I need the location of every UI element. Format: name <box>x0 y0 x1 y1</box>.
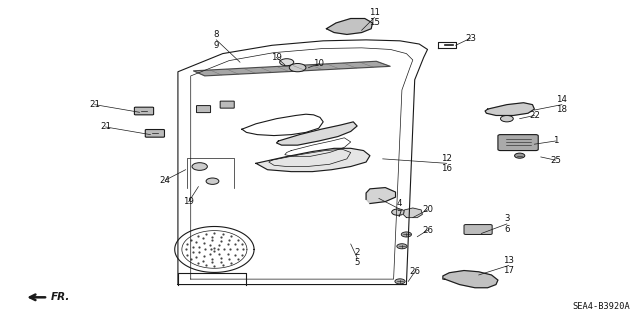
Polygon shape <box>366 188 396 204</box>
Text: 22: 22 <box>529 111 540 120</box>
Text: 2
5: 2 5 <box>355 248 360 267</box>
Polygon shape <box>256 148 370 172</box>
Polygon shape <box>276 122 357 145</box>
Text: 12
16: 12 16 <box>441 154 452 173</box>
FancyBboxPatch shape <box>220 101 234 108</box>
FancyBboxPatch shape <box>464 225 492 234</box>
Text: 3
6: 3 6 <box>504 214 509 234</box>
Polygon shape <box>485 103 534 115</box>
Text: 26: 26 <box>409 267 420 276</box>
FancyBboxPatch shape <box>145 130 164 137</box>
FancyBboxPatch shape <box>498 135 538 151</box>
Text: FR.: FR. <box>51 292 70 302</box>
FancyBboxPatch shape <box>134 107 154 115</box>
Text: 21: 21 <box>100 122 111 131</box>
Circle shape <box>500 115 513 122</box>
Text: SEA4-B3920A: SEA4-B3920A <box>573 302 630 311</box>
Polygon shape <box>403 208 422 218</box>
Text: 20: 20 <box>422 205 433 214</box>
Circle shape <box>515 153 525 158</box>
Text: 19: 19 <box>184 197 194 206</box>
Text: 10: 10 <box>313 59 324 68</box>
Text: 21: 21 <box>89 100 100 109</box>
Circle shape <box>392 209 404 215</box>
Text: 24: 24 <box>159 176 171 185</box>
Polygon shape <box>193 61 390 76</box>
FancyBboxPatch shape <box>196 106 211 113</box>
Text: 8
9: 8 9 <box>214 30 219 49</box>
Text: 26: 26 <box>422 226 433 235</box>
Circle shape <box>397 244 407 249</box>
Circle shape <box>206 178 219 184</box>
Text: 11
15: 11 15 <box>369 8 380 27</box>
Circle shape <box>280 59 294 66</box>
Polygon shape <box>443 271 498 288</box>
Text: 1: 1 <box>553 137 558 145</box>
Circle shape <box>192 163 207 170</box>
Circle shape <box>401 232 412 237</box>
Text: 25: 25 <box>550 156 561 165</box>
Circle shape <box>395 279 405 284</box>
Polygon shape <box>326 19 372 34</box>
Text: 4
7: 4 7 <box>397 199 402 219</box>
Text: 14
18: 14 18 <box>556 95 568 114</box>
Text: 19: 19 <box>271 53 282 62</box>
Circle shape <box>289 63 306 72</box>
Text: 13
17: 13 17 <box>503 256 515 275</box>
Text: 23: 23 <box>465 34 476 43</box>
